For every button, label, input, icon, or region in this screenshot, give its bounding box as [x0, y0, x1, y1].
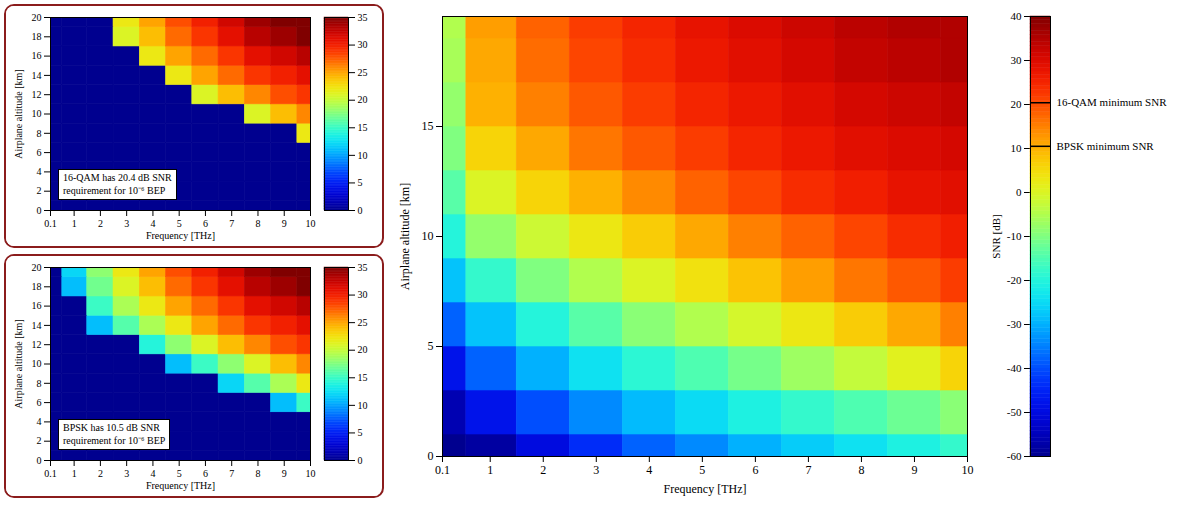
svg-text:5: 5 [177, 218, 182, 229]
svg-text:8: 8 [255, 218, 260, 229]
svg-text:Airplane altitude [km]: Airplane altitude [km] [398, 183, 412, 290]
svg-text:Frequency [THz]: Frequency [THz] [146, 230, 215, 241]
svg-text:8: 8 [37, 128, 42, 139]
html-text:BPSK has 10.5 dB SNR: BPSK has 10.5 dB SNR [63, 422, 160, 433]
html-text:16-QAM has 20.4 dB SNR: 16-QAM has 20.4 dB SNR [63, 172, 172, 183]
svg-text:25: 25 [358, 317, 368, 328]
svg-text:20: 20 [1011, 98, 1023, 110]
svg-text:3: 3 [124, 218, 129, 229]
svg-text:Airplane altitude [km]: Airplane altitude [km] [13, 69, 24, 158]
svg-text:1: 1 [487, 463, 493, 477]
svg-text:5: 5 [699, 463, 705, 477]
svg-text:0: 0 [428, 449, 434, 463]
svg-text:1: 1 [72, 218, 77, 229]
svg-text:7: 7 [229, 218, 234, 229]
svg-text:0: 0 [37, 455, 42, 466]
svg-text:7: 7 [229, 468, 234, 479]
svg-text:0.1: 0.1 [435, 463, 450, 477]
svg-text:-10: -10 [1007, 230, 1022, 242]
svg-text:15: 15 [422, 119, 434, 133]
svg-text:30: 30 [1011, 54, 1023, 66]
svg-text:8: 8 [255, 468, 260, 479]
svg-text:10: 10 [32, 358, 42, 369]
svg-text:20: 20 [358, 344, 368, 355]
svg-text:25: 25 [358, 67, 368, 78]
svg-text:2: 2 [98, 218, 103, 229]
svg-text:16-QAM minimum SNR: 16-QAM minimum SNR [1057, 96, 1168, 108]
svg-text:5: 5 [358, 177, 363, 188]
svg-text:30: 30 [358, 289, 368, 300]
svg-text:12: 12 [32, 339, 42, 350]
svg-text:2: 2 [98, 468, 103, 479]
svg-text:6: 6 [752, 463, 758, 477]
svg-text:15: 15 [358, 372, 368, 383]
svg-text:5: 5 [177, 468, 182, 479]
svg-text:14: 14 [32, 70, 42, 81]
svg-text:0.1: 0.1 [44, 218, 57, 229]
svg-text:1: 1 [72, 468, 77, 479]
svg-text:-30: -30 [1007, 318, 1022, 330]
svg-text:2: 2 [37, 185, 42, 196]
svg-text:6: 6 [37, 397, 42, 408]
svg-text:-40: -40 [1007, 362, 1022, 374]
svg-text:6: 6 [203, 468, 208, 479]
svg-text:10: 10 [358, 150, 368, 161]
html-text:requirement for 10⁻⁶ BEP: requirement for 10⁻⁶ BEP [63, 434, 166, 446]
svg-text:10: 10 [358, 400, 368, 411]
svg-text:12: 12 [32, 89, 42, 100]
svg-text:8: 8 [37, 378, 42, 389]
svg-text:0: 0 [37, 205, 42, 216]
svg-text:4: 4 [646, 463, 652, 477]
svg-text:SNR [dB]: SNR [dB] [990, 214, 1002, 258]
svg-text:20: 20 [358, 94, 368, 105]
svg-text:10: 10 [32, 108, 42, 119]
svg-text:18: 18 [32, 281, 42, 292]
svg-text:10: 10 [1011, 142, 1023, 154]
svg-text:3: 3 [593, 463, 599, 477]
svg-text:-60: -60 [1007, 450, 1022, 462]
svg-text:0: 0 [1016, 186, 1022, 198]
svg-text:9: 9 [911, 463, 917, 477]
svg-text:Frequency [THz]: Frequency [THz] [664, 482, 747, 496]
svg-text:10: 10 [962, 463, 974, 477]
svg-text:7: 7 [805, 463, 811, 477]
svg-text:9: 9 [282, 468, 287, 479]
svg-text:0: 0 [358, 205, 363, 216]
svg-text:4: 4 [150, 468, 155, 479]
svg-text:0: 0 [358, 455, 363, 466]
svg-text:4: 4 [37, 416, 42, 427]
svg-text:3: 3 [124, 468, 129, 479]
svg-text:0.1: 0.1 [44, 468, 57, 479]
svg-text:-50: -50 [1007, 406, 1022, 418]
svg-text:18: 18 [32, 31, 42, 42]
svg-text:10: 10 [306, 218, 316, 229]
svg-text:35: 35 [358, 12, 368, 23]
svg-text:6: 6 [203, 218, 208, 229]
svg-text:10: 10 [422, 229, 434, 243]
svg-text:BPSK minimum SNR: BPSK minimum SNR [1057, 140, 1155, 152]
svg-text:6: 6 [37, 147, 42, 158]
svg-text:20: 20 [32, 262, 42, 273]
svg-text:35: 35 [358, 262, 368, 273]
svg-text:20: 20 [32, 12, 42, 23]
svg-text:Frequency [THz]: Frequency [THz] [146, 480, 215, 491]
svg-text:16: 16 [32, 50, 42, 61]
svg-text:14: 14 [32, 320, 42, 331]
svg-text:16: 16 [32, 300, 42, 311]
svg-text:8: 8 [858, 463, 864, 477]
svg-text:4: 4 [150, 218, 155, 229]
svg-text:Airplane altitude [km]: Airplane altitude [km] [13, 319, 24, 408]
svg-text:2: 2 [540, 463, 546, 477]
html-text:requirement for 10⁻⁶ BEP: requirement for 10⁻⁶ BEP [63, 184, 166, 196]
svg-text:40: 40 [1011, 10, 1023, 22]
svg-text:10: 10 [306, 468, 316, 479]
svg-text:5: 5 [358, 427, 363, 438]
svg-text:-20: -20 [1007, 274, 1022, 286]
svg-text:9: 9 [282, 218, 287, 229]
svg-text:2: 2 [37, 435, 42, 446]
svg-text:4: 4 [37, 166, 42, 177]
svg-text:5: 5 [428, 339, 434, 353]
svg-text:30: 30 [358, 39, 368, 50]
svg-text:15: 15 [358, 122, 368, 133]
